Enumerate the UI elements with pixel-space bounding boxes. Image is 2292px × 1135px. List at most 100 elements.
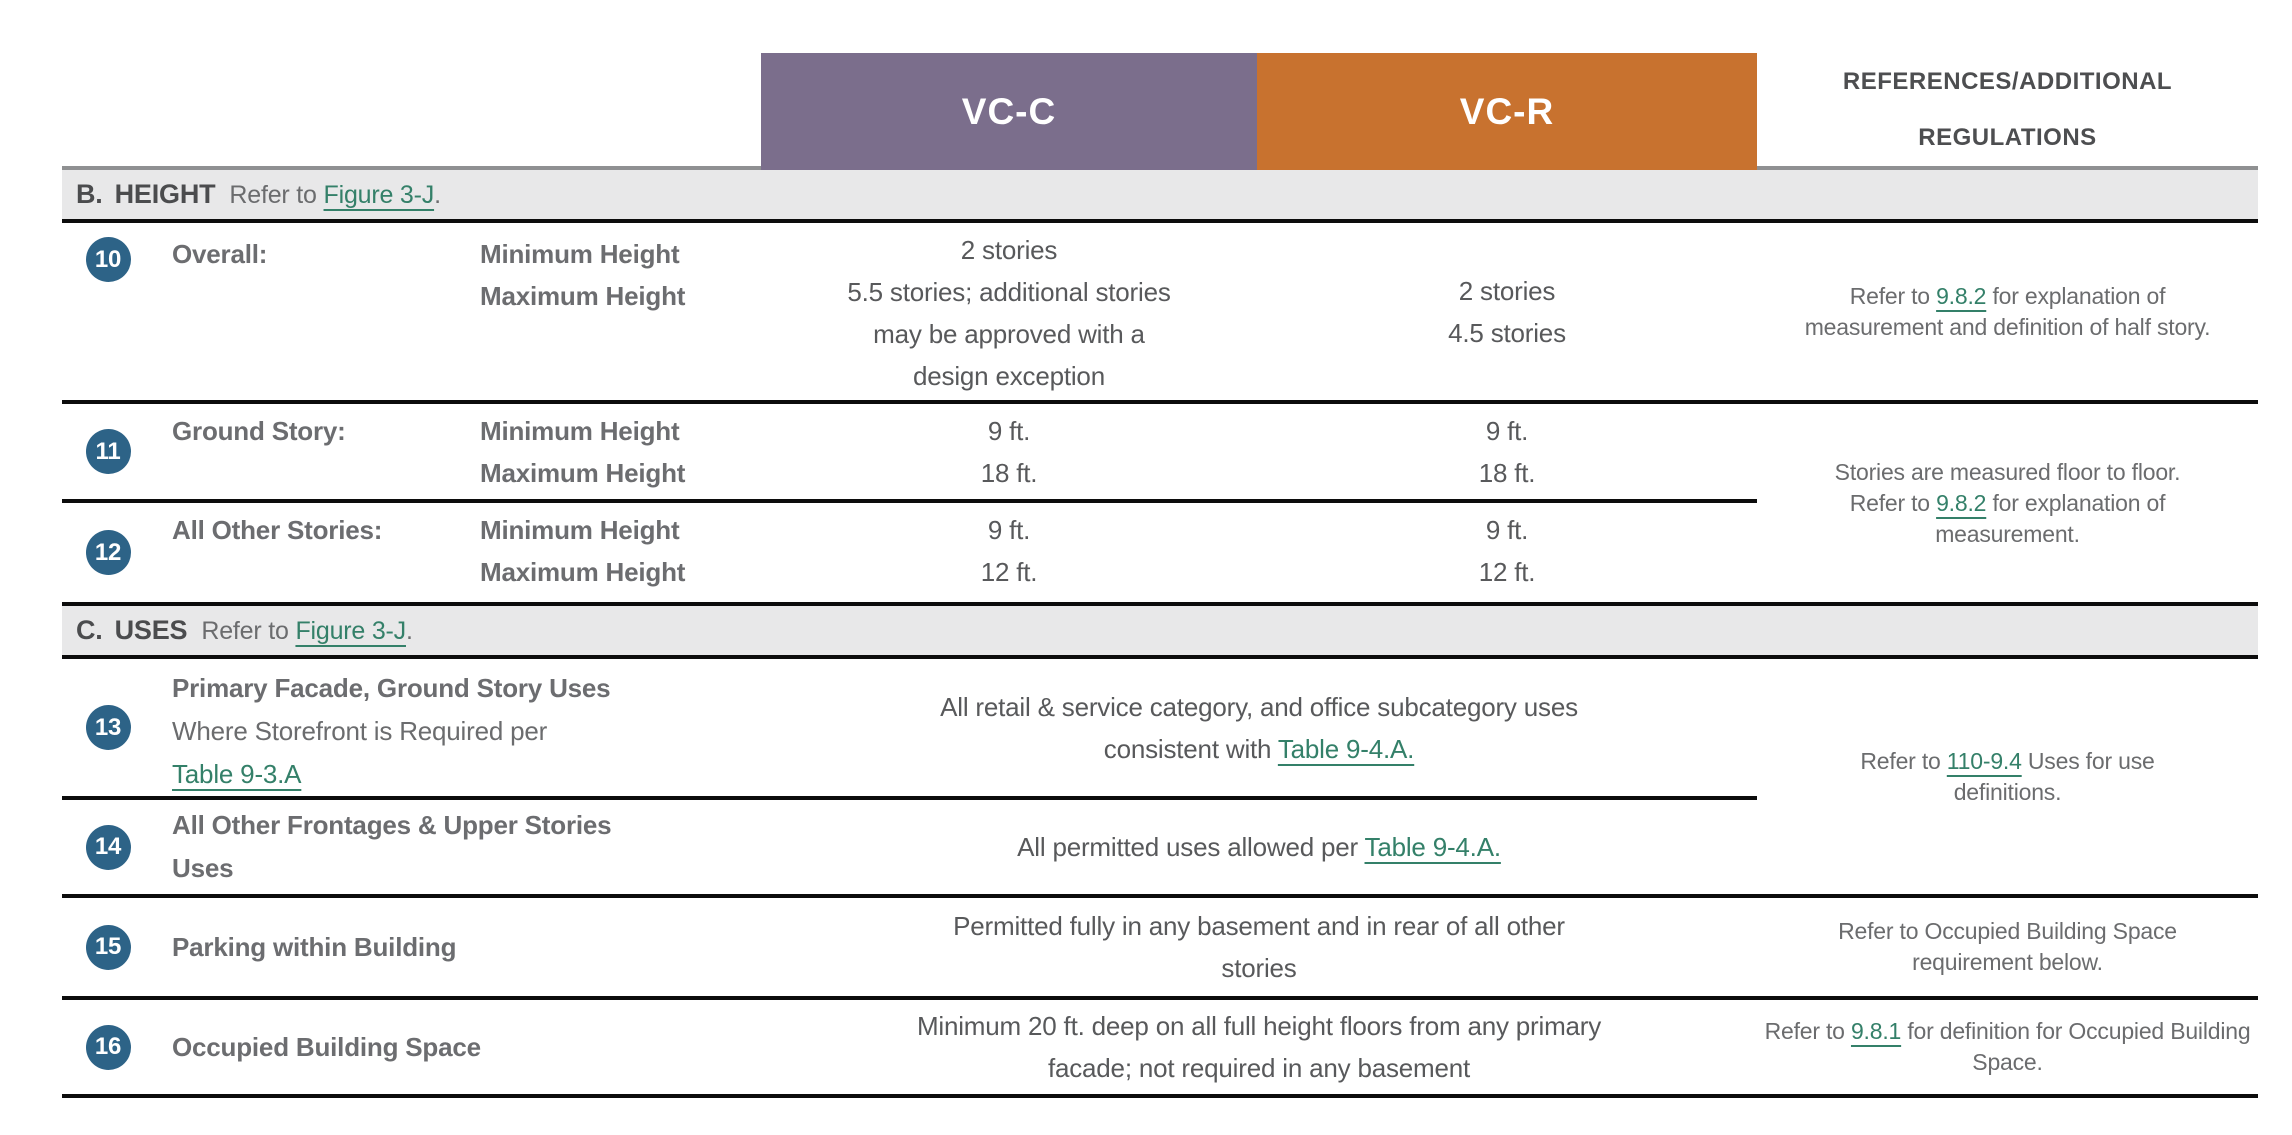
- occupied-space-value: Minimum 20 ft. deep on all full height f…: [916, 1011, 1602, 1083]
- references-cell: Refer to 9.8.1 for definition for Occupi…: [1757, 1000, 2258, 1094]
- row-label-bold: Primary Facade, Ground Story Uses: [172, 673, 611, 703]
- min-max-labels: Minimum Height Maximum Height: [468, 503, 761, 602]
- reference-post: for explanation of measurement.: [1935, 489, 2166, 547]
- vcc-value: 9 ft. 12 ft.: [980, 515, 1038, 587]
- min-max-labels: Minimum Height Maximum Height: [468, 404, 761, 499]
- value-pre: All permitted uses allowed per: [1017, 832, 1365, 862]
- reference-note: Refer to 110-9.4 Uses for use definition…: [1833, 746, 2183, 808]
- vcr-value: 9 ft. 12 ft.: [1478, 515, 1536, 587]
- row-number-badge-11: 11: [85, 429, 131, 474]
- vcr-value: 9 ft. 18 ft.: [1478, 416, 1536, 488]
- table-9-4a-link[interactable]: Table 9-4.A.: [1277, 733, 1415, 764]
- maximum-height-label: Maximum Height: [480, 458, 686, 488]
- section-refer-text: Refer to: [201, 617, 289, 645]
- table-header-row: VC-C VC-R REFERENCES/ADDITIONAL REGULATI…: [62, 53, 2258, 170]
- reference-note: Refer to 9.8.1 for definition for Occupi…: [1763, 1016, 2253, 1078]
- section-982-link[interactable]: 9.8.2: [1936, 282, 1987, 309]
- row-label: All Other Frontages & Upper Stories Uses: [172, 810, 612, 883]
- row-label: Ground Story:: [172, 416, 346, 446]
- figure-3j-link[interactable]: Figure 3-J: [295, 617, 406, 645]
- reference-pre: Refer to: [1860, 747, 1947, 774]
- rows-ground-and-other-stories: 11 Ground Story: Minimum Height Maximum …: [62, 404, 2258, 606]
- row-number-cell: 12: [62, 503, 170, 602]
- reference-post: for definition for Occupied Building Spa…: [1901, 1018, 2251, 1075]
- section-110-94-link[interactable]: 110-9.4: [1946, 747, 2022, 774]
- value-line: All permitted uses allowed per Table 9-4…: [1017, 826, 1501, 868]
- rows-uses: 13 Primary Facade, Ground Story Uses Whe…: [62, 659, 2258, 898]
- min-max-labels: Minimum Height Maximum Height: [468, 223, 761, 400]
- minimum-height-label: Minimum Height: [480, 239, 680, 269]
- row-label: Overall:: [172, 239, 268, 269]
- row-number-cell: 11: [62, 404, 170, 499]
- section-title: USES: [114, 615, 188, 645]
- column-header-vcr: VC-R: [1257, 53, 1757, 170]
- value-pre: consistent with: [1103, 733, 1278, 764]
- reference-note: Stories are measured floor to floor. Ref…: [1793, 457, 2223, 550]
- section-title: HEIGHT: [114, 179, 216, 209]
- section-band-uses: C. USES Refer to Figure 3-J.: [62, 606, 2258, 659]
- table-9-4a-link[interactable]: Table 9-4.A.: [1364, 832, 1502, 862]
- row-number-badge-12: 12: [85, 530, 131, 575]
- reference-pre: Refer to: [1849, 489, 1937, 516]
- header-spacer: [62, 53, 761, 170]
- vcr-value: 2 stories 4.5 stories: [1448, 275, 1566, 348]
- value-line2: consistent with Table 9-4.A.: [1103, 728, 1415, 770]
- column-header-references: REFERENCES/ADDITIONAL REGULATIONS: [1757, 53, 2258, 170]
- row-number-cell: 15: [62, 898, 170, 996]
- vcc-value: 9 ft. 18 ft.: [980, 416, 1038, 488]
- row-overall-height: 10 Overall: Minimum Height Maximum Heigh…: [62, 223, 2258, 404]
- uses-value: All retail & service category, and offic…: [761, 659, 1757, 796]
- row-occupied-building-space: 16 Occupied Building Space Minimum 20 ft…: [62, 1000, 2258, 1098]
- row-label: Primary Facade, Ground Story Uses Where …: [170, 659, 761, 796]
- section-982-link[interactable]: 9.8.2: [1936, 489, 1987, 516]
- reference-line2: Refer to 9.8.2 for explanation of measur…: [1793, 488, 2223, 550]
- references-cell: Refer to 9.8.2 for explanation of measur…: [1757, 223, 2258, 400]
- reference-note: Refer to 9.8.2 for explanation of measur…: [1803, 281, 2213, 343]
- row-label: Parking within Building: [172, 932, 457, 962]
- reference-note: Refer to Occupied Building Space require…: [1838, 918, 2177, 975]
- row-label-text: Where Storefront is Required per: [172, 716, 548, 746]
- maximum-height-label: Maximum Height: [480, 281, 686, 311]
- row-number-cell: 14: [62, 800, 170, 894]
- vcc-value: 2 stories 5.5 stories; additional storie…: [847, 235, 1171, 391]
- references-cell: Refer to Occupied Building Space require…: [1757, 898, 2258, 996]
- parking-value: Permitted fully in any basement and in r…: [953, 911, 1565, 983]
- row-number-badge-13: 13: [85, 705, 131, 750]
- section-band-height: B. HEIGHT Refer to Figure 3-J.: [62, 170, 2258, 223]
- uses-value: All permitted uses allowed per Table 9-4…: [761, 800, 1757, 894]
- column-header-vcc: VC-C: [761, 53, 1257, 170]
- row-number-badge-10: 10: [85, 237, 131, 282]
- section-letter: C.: [76, 615, 103, 645]
- row-number-badge-15: 15: [85, 924, 131, 970]
- partial-row-divider: [62, 499, 1757, 503]
- reference-pre: Refer to: [1764, 1018, 1851, 1044]
- row-number-cell: 10: [62, 223, 170, 400]
- row-number-badge-16: 16: [85, 1024, 131, 1070]
- row-number-cell: 16: [62, 1000, 170, 1094]
- value-line1: All retail & service category, and offic…: [940, 691, 1578, 722]
- section-letter: B.: [76, 179, 103, 209]
- section-refer-text: Refer to: [229, 181, 317, 209]
- maximum-height-label: Maximum Height: [480, 557, 686, 587]
- minimum-height-label: Minimum Height: [480, 416, 680, 446]
- section-suffix: .: [434, 181, 441, 209]
- reference-post: for explanation of measurement and defin…: [1804, 282, 2211, 340]
- row-number-cell: 13: [62, 659, 170, 796]
- figure-3j-link[interactable]: Figure 3-J: [323, 181, 435, 209]
- row-number-badge-14: 14: [85, 824, 131, 870]
- row-label: All Other Stories:: [172, 515, 383, 545]
- references-cell-merged: Stories are measured floor to floor. Ref…: [1757, 404, 2258, 602]
- reference-line1: Stories are measured floor to floor.: [1834, 458, 2181, 485]
- minimum-height-label: Minimum Height: [480, 515, 680, 545]
- partial-row-divider: [62, 796, 1757, 800]
- reference-post: Uses for use definitions.: [1953, 747, 2155, 805]
- reference-pre: Refer to: [1849, 282, 1937, 309]
- section-suffix: .: [405, 617, 413, 645]
- row-label: Occupied Building Space: [172, 1032, 481, 1062]
- section-981-link[interactable]: 9.8.1: [1850, 1018, 1902, 1044]
- table-9-3a-link[interactable]: Table 9-3.A: [172, 759, 302, 789]
- row-parking-within-building: 15 Parking within Building Permitted ful…: [62, 898, 2258, 1000]
- references-cell-merged: Refer to 110-9.4 Uses for use definition…: [1757, 659, 2258, 894]
- zoning-regulations-table: VC-C VC-R REFERENCES/ADDITIONAL REGULATI…: [62, 53, 2258, 1098]
